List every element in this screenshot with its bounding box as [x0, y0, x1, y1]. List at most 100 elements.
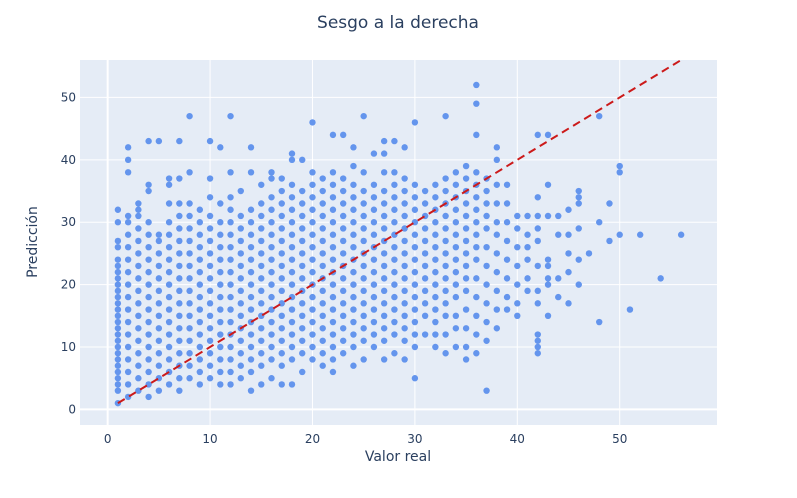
data-point [114, 325, 122, 332]
data-point [114, 300, 122, 307]
data-point [319, 175, 326, 182]
data-point [135, 350, 142, 357]
data-point [339, 275, 347, 282]
data-point [616, 162, 623, 170]
data-point [329, 231, 337, 238]
data-point [217, 281, 224, 288]
data-point [196, 243, 204, 251]
data-point [186, 225, 193, 232]
data-point [268, 375, 275, 382]
data-point [544, 131, 552, 139]
data-point [544, 262, 552, 270]
data-point [176, 137, 183, 145]
data-point [114, 237, 122, 245]
data-point [206, 175, 214, 182]
data-point [483, 200, 490, 207]
data-point [360, 300, 367, 307]
data-point [350, 293, 357, 301]
data-point [452, 343, 460, 351]
data-point [247, 219, 255, 226]
data-point [114, 275, 122, 282]
data-point [114, 343, 122, 351]
data-point [165, 381, 173, 388]
data-point [176, 212, 183, 220]
data-point [176, 237, 183, 245]
data-point [217, 243, 224, 251]
data-point [452, 293, 460, 301]
data-point [247, 281, 255, 288]
data-point [493, 200, 501, 207]
data-point [165, 243, 173, 251]
data-point [176, 300, 183, 307]
data-point [237, 250, 244, 257]
data-point [544, 181, 552, 188]
data-point [411, 306, 419, 313]
data-point [411, 119, 419, 126]
data-point [483, 318, 490, 326]
data-point [360, 112, 367, 120]
data-point [483, 243, 490, 251]
data-point [493, 156, 501, 164]
data-point [473, 312, 480, 320]
data-point [196, 219, 204, 226]
data-point [268, 231, 275, 238]
data-point [391, 268, 398, 276]
data-point [514, 243, 521, 251]
data-point [155, 312, 163, 320]
data-point [493, 268, 501, 276]
data-point [309, 306, 316, 313]
data-point [196, 206, 204, 213]
data-point [370, 181, 378, 188]
data-point [278, 350, 285, 357]
data-point [155, 387, 163, 394]
data-point [114, 268, 122, 276]
data-point [493, 287, 501, 295]
data-point [411, 231, 419, 238]
data-point [114, 287, 122, 295]
data-point [124, 318, 132, 326]
data-point [401, 175, 408, 182]
data-point [145, 137, 152, 145]
data-point [227, 256, 234, 263]
data-point [360, 275, 367, 282]
data-point [114, 243, 122, 251]
data-point [329, 194, 337, 201]
data-point [380, 337, 388, 344]
data-point [319, 325, 326, 332]
data-point [462, 262, 470, 270]
data-point [237, 262, 244, 270]
data-point [514, 281, 521, 288]
data-point [135, 362, 142, 369]
data-point [370, 194, 378, 201]
data-point [421, 312, 429, 320]
data-point [247, 256, 255, 263]
data-point [258, 362, 265, 369]
data-point [473, 331, 480, 338]
data-point [196, 318, 204, 326]
data-point [452, 256, 460, 263]
data-point [473, 206, 480, 213]
data-point [473, 100, 480, 107]
data-point [391, 137, 398, 145]
data-point [135, 212, 142, 220]
data-point [339, 200, 347, 207]
data-point [268, 318, 275, 326]
data-point [319, 212, 326, 220]
data-point [473, 81, 480, 89]
data-point [258, 337, 265, 344]
data-point [155, 325, 163, 332]
data-point [442, 187, 449, 195]
data-point [391, 194, 398, 201]
data-point [165, 331, 173, 338]
data-point [401, 225, 408, 232]
data-point [442, 212, 449, 220]
data-point [319, 350, 326, 357]
data-point [452, 219, 460, 226]
data-point [299, 225, 306, 232]
data-point [534, 331, 541, 338]
data-point [217, 331, 224, 338]
data-point [196, 256, 204, 263]
data-point [534, 350, 541, 357]
data-point [227, 306, 234, 313]
data-point [114, 375, 122, 382]
